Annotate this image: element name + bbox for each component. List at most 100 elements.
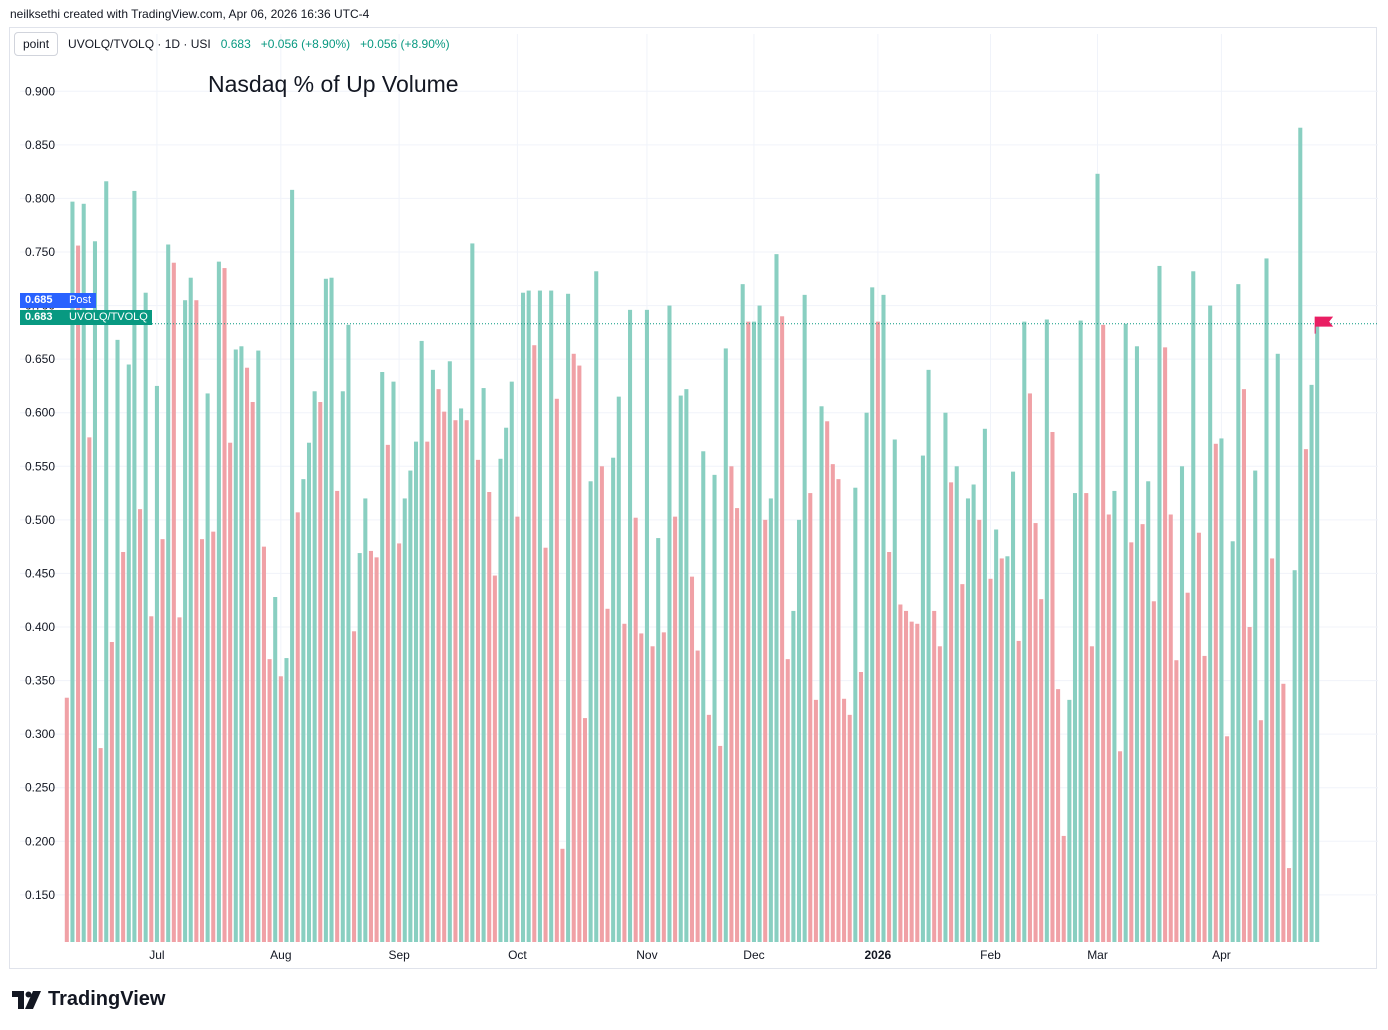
- bar: [261, 546, 266, 942]
- bar: [475, 459, 481, 942]
- bar: [222, 268, 227, 943]
- bar: [937, 646, 942, 942]
- bar: [785, 659, 790, 942]
- bar: [306, 442, 312, 942]
- bar: [1253, 470, 1258, 942]
- bar: [138, 509, 143, 942]
- bar: [1309, 384, 1314, 942]
- y-tick-label: 0.450: [25, 566, 55, 580]
- bar: [171, 262, 176, 942]
- y-tick-label: 0.600: [25, 406, 55, 420]
- bar: [943, 412, 948, 942]
- bar: [1163, 347, 1168, 942]
- bar: [1106, 514, 1111, 942]
- bar: [965, 498, 971, 942]
- tradingview-logo[interactable]: TradingView: [12, 988, 165, 1011]
- bar: [1270, 558, 1275, 942]
- bar: [385, 444, 390, 942]
- bar: [515, 516, 520, 942]
- bar: [847, 714, 852, 942]
- change-value: +0.056 (+8.90%): [260, 37, 351, 51]
- bar: [233, 349, 238, 942]
- bar: [661, 632, 666, 942]
- bar: [335, 490, 340, 942]
- bar: [819, 406, 824, 942]
- bar: [301, 479, 306, 942]
- y-tick-label: 0.550: [25, 459, 55, 473]
- watermark-caption: neilksethi created with TradingView.com,…: [10, 7, 370, 21]
- symbol-label-tag: UVOLQ/TVOLQ: [64, 310, 152, 325]
- bar: [582, 718, 588, 942]
- bar: [487, 492, 492, 942]
- bar: [1236, 284, 1241, 943]
- y-tick-label: 0.850: [25, 138, 55, 152]
- bar: [1185, 592, 1190, 942]
- bar: [391, 381, 396, 943]
- bar: [920, 455, 925, 942]
- bar: [622, 623, 627, 942]
- post-label-tag: Post: [64, 293, 96, 308]
- bar: [836, 479, 841, 942]
- bar: [915, 623, 920, 942]
- last-value: 0.683: [220, 37, 251, 51]
- bar: [245, 367, 250, 942]
- bar: [425, 441, 430, 942]
- x-axis: Jul Aug Sep Oct Nov Dec 2026 Feb Mar Apr: [149, 948, 1231, 962]
- bar: [566, 293, 571, 942]
- point-mode-button[interactable]: point: [14, 32, 59, 56]
- bar: [1179, 466, 1185, 942]
- last-price-tag: 0.683: [20, 310, 64, 325]
- tradingview-logo-icon: [12, 990, 41, 1009]
- y-tick-label: 0.650: [25, 352, 55, 366]
- bar: [1084, 493, 1089, 942]
- bar: [290, 189, 295, 942]
- bar: [678, 395, 683, 943]
- bar: [977, 519, 982, 942]
- bar: [1281, 683, 1286, 942]
- bar: [273, 597, 278, 942]
- bar: [408, 470, 413, 942]
- bar: [1095, 173, 1100, 943]
- bar: [211, 531, 216, 942]
- symbol-label[interactable]: UVOLQ/TVOLQ · 1D · USI: [68, 37, 211, 51]
- bar: [1044, 319, 1049, 942]
- bar: [960, 584, 965, 942]
- bar: [419, 340, 424, 942]
- x-tick-label: Feb: [980, 948, 1001, 962]
- bar: [982, 428, 987, 942]
- bar: [571, 353, 576, 942]
- bar: [329, 277, 334, 942]
- bar: [504, 427, 509, 942]
- bar: [949, 482, 954, 942]
- bar: [1050, 432, 1055, 942]
- bar: [723, 348, 728, 942]
- logo-text: TradingView: [48, 988, 166, 1010]
- bar: [780, 316, 785, 942]
- bar: [498, 458, 503, 942]
- bar: [1286, 868, 1292, 942]
- bar: [368, 550, 373, 942]
- bar: [70, 201, 75, 943]
- bar: [605, 608, 610, 942]
- bar: [543, 547, 548, 942]
- bar: [492, 575, 497, 942]
- bar: [808, 493, 813, 942]
- bar: [126, 364, 131, 942]
- bar: [577, 365, 582, 943]
- flag-icon: [1314, 316, 1334, 334]
- bar: [397, 543, 402, 942]
- bar: [549, 290, 554, 943]
- bar: [380, 372, 385, 942]
- bar: [239, 346, 244, 942]
- bar: [1230, 541, 1235, 942]
- bar: [695, 650, 700, 942]
- bar: [599, 466, 604, 942]
- bar: [875, 321, 880, 943]
- x-tick-label: Aug: [270, 948, 291, 962]
- x-tick-label: Nov: [636, 948, 657, 962]
- bar: [1247, 627, 1252, 942]
- bar: [1241, 389, 1246, 943]
- bar: [1027, 393, 1032, 942]
- y-tick-label: 0.300: [25, 727, 55, 741]
- y-axis: 0.9000.8500.8000.7500.7000.6500.6000.550…: [25, 84, 55, 902]
